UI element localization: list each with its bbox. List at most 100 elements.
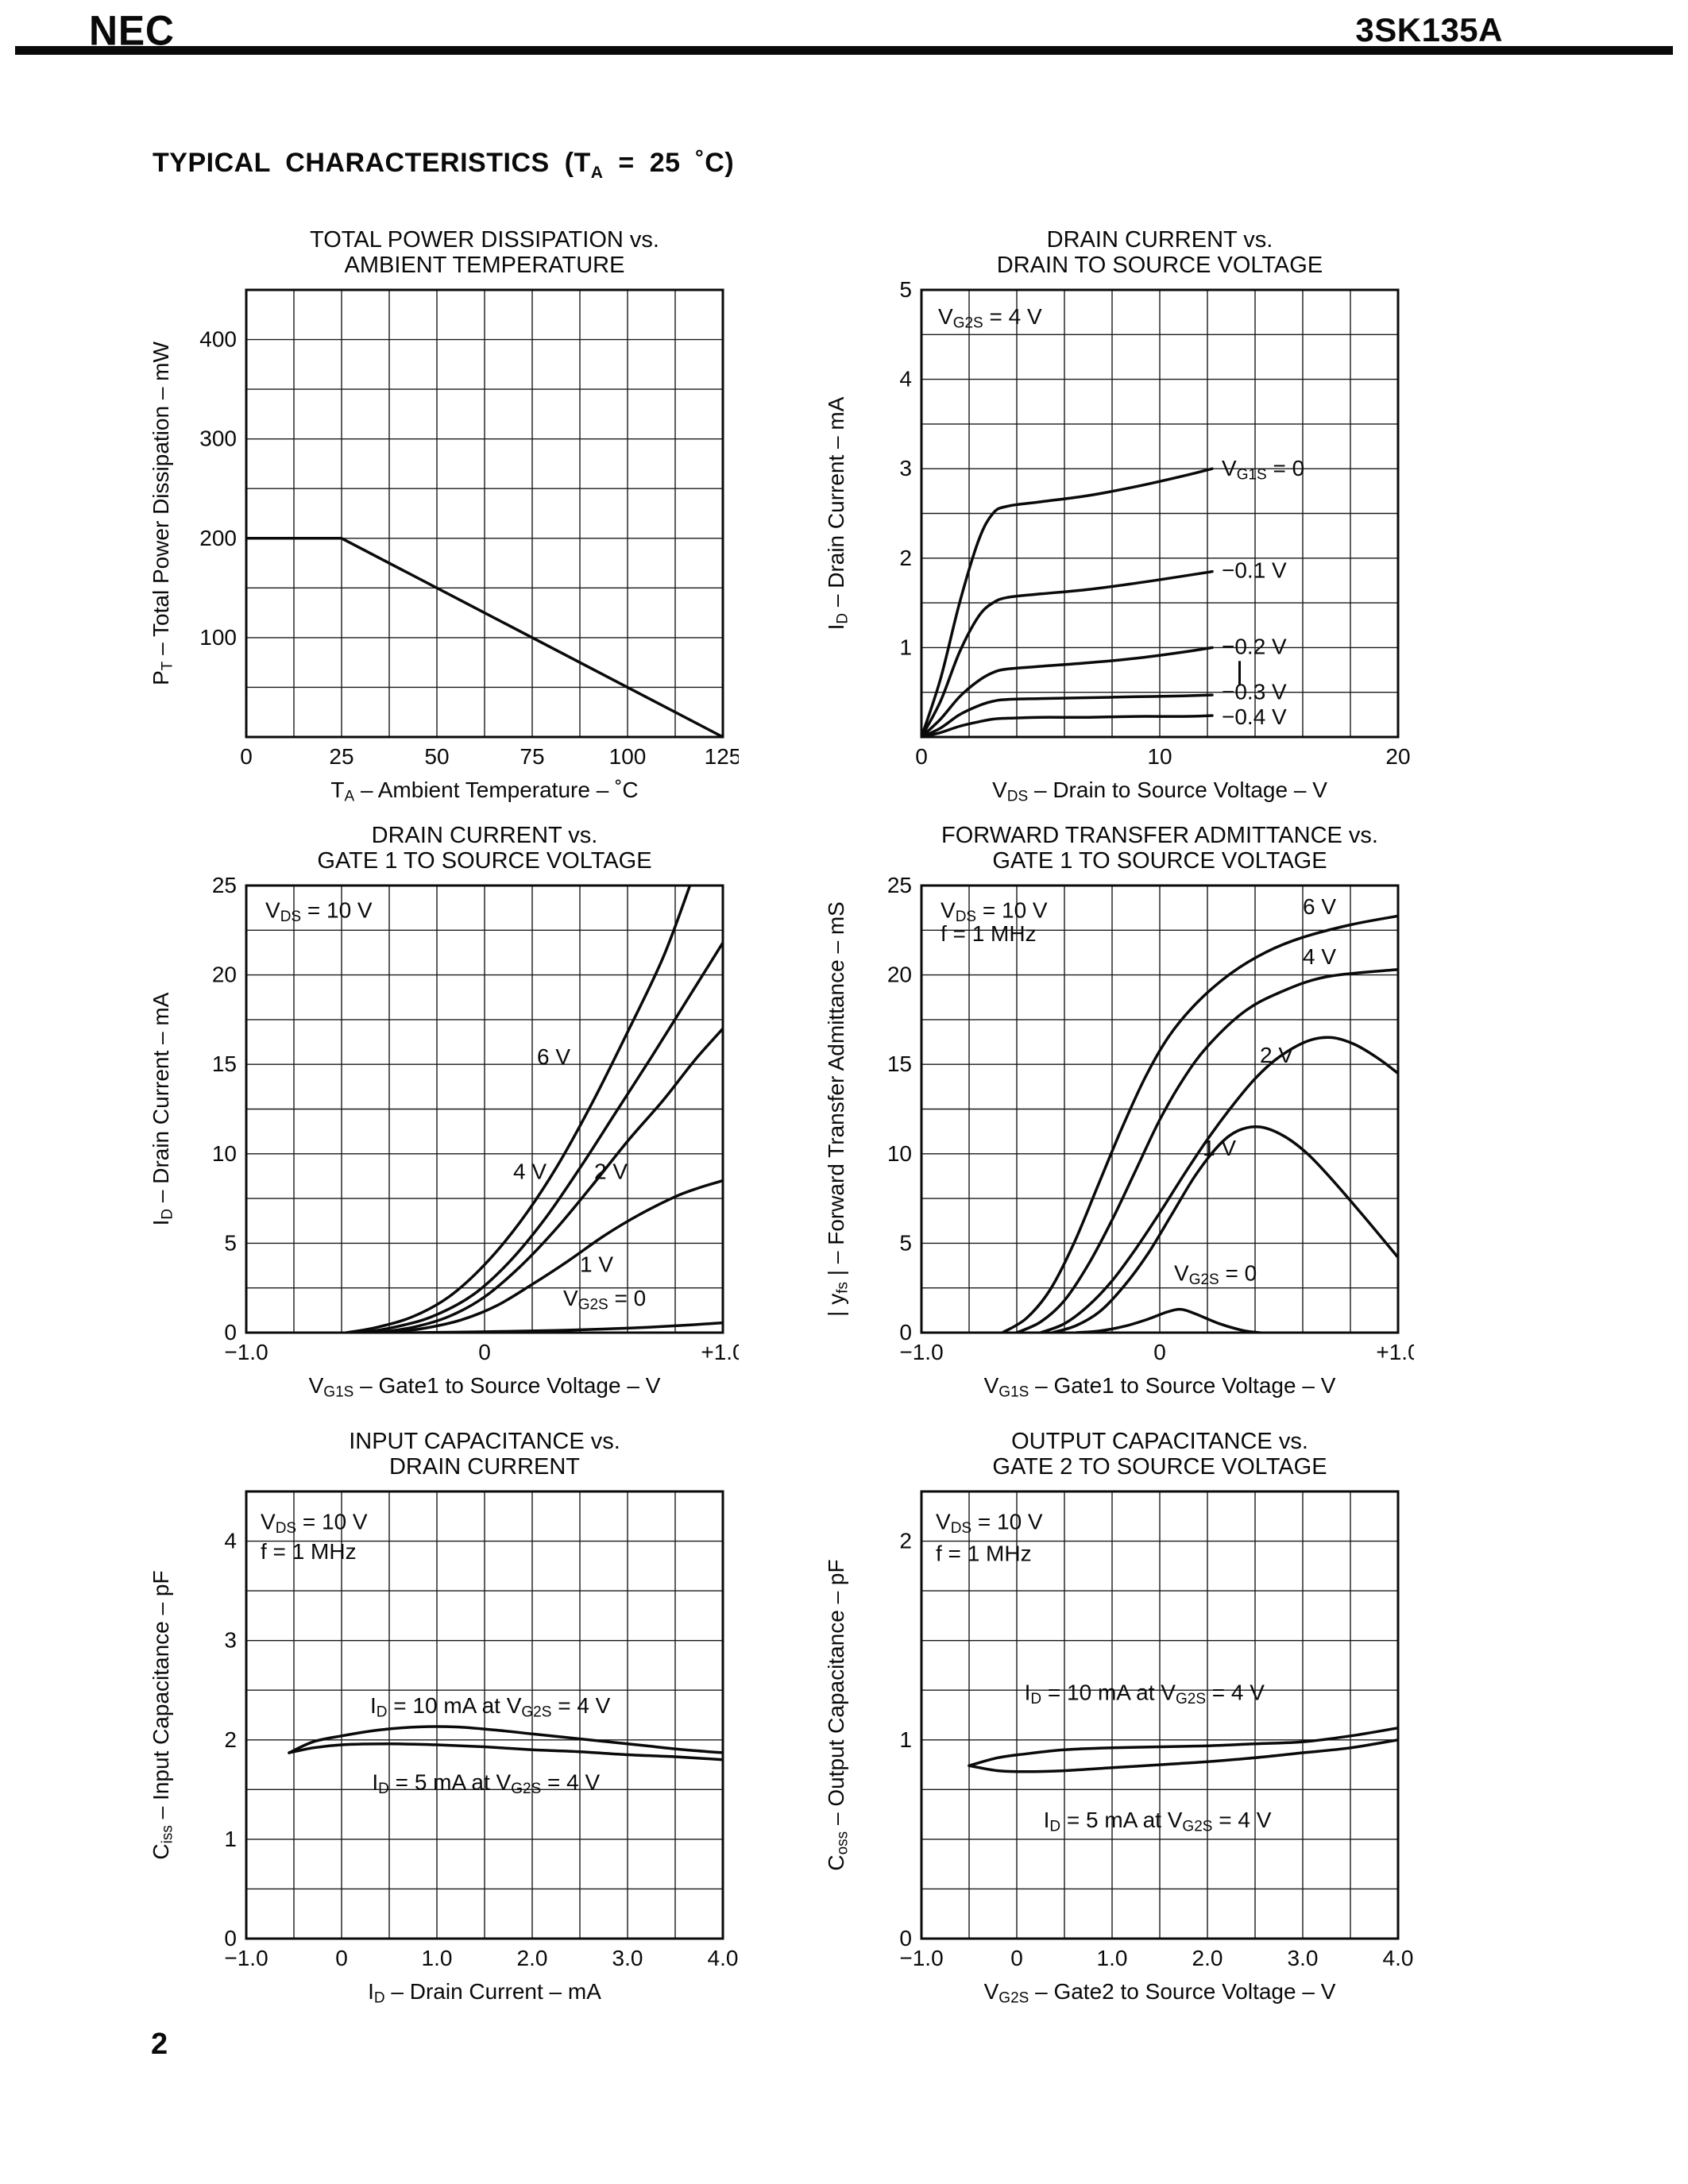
svg-text:300: 300 — [199, 426, 237, 451]
svg-text:−1.0: −1.0 — [899, 1340, 943, 1364]
svg-text:−0.2 V: −0.2 V — [1222, 634, 1287, 658]
svg-text:VG1S – Gate1 to Source Voltage: VG1S – Gate1 to Source Voltage – V — [309, 1373, 661, 1401]
chart-drain-current-vs-vds: DRAIN CURRENT vs.DRAIN TO SOURCE VOLTAGE… — [824, 227, 1411, 805]
svg-text:VG2S = 0: VG2S = 0 — [563, 1286, 646, 1314]
svg-text:−1.0: −1.0 — [224, 1946, 268, 1970]
svg-text:3.0: 3.0 — [1288, 1946, 1319, 1970]
svg-text:10: 10 — [212, 1141, 237, 1166]
svg-text:VDS – Drain to Source Voltage: VDS – Drain to Source Voltage – V — [992, 778, 1327, 805]
svg-text:2: 2 — [899, 1529, 912, 1553]
svg-text:0: 0 — [1010, 1946, 1023, 1970]
svg-text:2.0: 2.0 — [1192, 1946, 1223, 1970]
svg-text:1 V: 1 V — [1203, 1136, 1236, 1160]
svg-text:PT – Total Power Dissipation –: PT – Total Power Dissipation – mW — [149, 341, 176, 685]
svg-text:1: 1 — [224, 1827, 237, 1851]
chart-input-capacitance: INPUT CAPACITANCE vs.DRAIN CURRENT−1.0 0 1… — [149, 1429, 739, 2007]
svg-text:2: 2 — [899, 546, 912, 570]
svg-text:0: 0 — [899, 1926, 912, 1951]
svg-text:+1.0: +1.0 — [1376, 1340, 1414, 1364]
svg-text:−0.3 V: −0.3 V — [1222, 680, 1287, 704]
header-rule — [15, 46, 1673, 55]
svg-text:100: 100 — [199, 625, 237, 650]
svg-text:−0.1 V: −0.1 V — [1222, 558, 1287, 583]
svg-text:1: 1 — [899, 635, 912, 659]
svg-text:15: 15 — [887, 1051, 912, 1076]
svg-text:3.0: 3.0 — [612, 1946, 643, 1970]
svg-text:6 V: 6 V — [537, 1044, 570, 1069]
svg-text:2 V: 2 V — [594, 1159, 628, 1183]
svg-text:200: 200 — [199, 526, 237, 550]
svg-text:5: 5 — [899, 1230, 912, 1255]
svg-text:ID – Drain Current – mA: ID – Drain Current – mA — [824, 396, 852, 630]
svg-text:ID = 5 mA at VG2S = 4 V: ID = 5 mA at VG2S = 4 V — [1044, 1808, 1272, 1835]
svg-text:50: 50 — [424, 744, 449, 769]
svg-text:ID = 10 mA at VG2S = 4 V: ID = 10 mA at VG2S = 4 V — [370, 1693, 611, 1721]
svg-text:25: 25 — [212, 873, 237, 897]
svg-text:VG2S = 0: VG2S = 0 — [1174, 1261, 1257, 1289]
svg-text:0: 0 — [224, 1926, 237, 1951]
svg-text:GATE 2 TO SOURCE VOLTAGE: GATE 2 TO SOURCE VOLTAGE — [992, 1454, 1327, 1480]
svg-text:75: 75 — [520, 744, 544, 769]
svg-text:DRAIN CURRENT vs.: DRAIN CURRENT vs. — [1047, 227, 1273, 253]
svg-text:INPUT CAPACITANCE vs.: INPUT CAPACITANCE vs. — [349, 1429, 620, 1454]
svg-text:0: 0 — [899, 1320, 912, 1345]
svg-text:15: 15 — [212, 1051, 237, 1076]
svg-text:100: 100 — [609, 744, 647, 769]
svg-text:VG1S = 0: VG1S = 0 — [1222, 456, 1304, 484]
svg-text:3: 3 — [224, 1628, 237, 1653]
svg-text:ID – Drain Current – mA: ID – Drain Current – mA — [149, 992, 176, 1225]
svg-text:ID – Drain Current – mA: ID – Drain Current – mA — [368, 1979, 601, 2007]
svg-text:1.0: 1.0 — [1097, 1946, 1128, 1970]
svg-text:DRAIN CURRENT: DRAIN CURRENT — [389, 1454, 580, 1480]
svg-text:+1.0: +1.0 — [701, 1340, 739, 1364]
svg-text:OUTPUT CAPACITANCE vs.: OUTPUT CAPACITANCE vs. — [1011, 1429, 1308, 1454]
page-number: 2 — [151, 2028, 168, 2061]
svg-text:TA – Ambient Temperature – ˚C: TA – Ambient Temperature – ˚C — [330, 778, 638, 805]
svg-text:Ciss – Input Capacitance – pF: Ciss – Input Capacitance – pF — [149, 1570, 176, 1859]
svg-text:0: 0 — [915, 744, 928, 769]
svg-text:2 V: 2 V — [1260, 1043, 1293, 1067]
svg-text:0: 0 — [1153, 1340, 1166, 1364]
svg-text:VDS = 10 V: VDS = 10 V — [941, 898, 1048, 926]
svg-text:10: 10 — [887, 1141, 912, 1166]
svg-text:AMBIENT TEMPERATURE: AMBIENT TEMPERATURE — [345, 253, 625, 278]
svg-text:−0.4 V: −0.4 V — [1222, 704, 1287, 729]
svg-text:4 V: 4 V — [1303, 944, 1336, 969]
svg-text:−1.0: −1.0 — [899, 1946, 943, 1970]
svg-text:DRAIN CURRENT vs.: DRAIN CURRENT vs. — [372, 823, 598, 848]
svg-text:125: 125 — [705, 744, 739, 769]
svg-text:0: 0 — [224, 1320, 237, 1345]
svg-text:VDS = 10 V: VDS = 10 V — [936, 1510, 1043, 1538]
svg-text:0: 0 — [240, 744, 253, 769]
svg-text:4.0: 4.0 — [708, 1946, 739, 1970]
svg-text:ID = 5 mA at VG2S = 4 V: ID = 5 mA at VG2S = 4 V — [372, 1769, 600, 1797]
svg-text:10: 10 — [1147, 744, 1172, 769]
svg-text:6 V: 6 V — [1303, 894, 1336, 919]
svg-text:VDS = 10 V: VDS = 10 V — [261, 1510, 368, 1538]
svg-text:4.0: 4.0 — [1383, 1946, 1414, 1970]
svg-text:| yfs | – Forward Transfer Adm: | yfs | – Forward Transfer Admittance – … — [824, 901, 852, 1317]
svg-text:0: 0 — [478, 1340, 491, 1364]
chart-output-capacitance: OUTPUT CAPACITANCE vs.GATE 2 TO SOURCE V… — [824, 1429, 1414, 2007]
svg-text:20: 20 — [1385, 744, 1410, 769]
svg-text:2: 2 — [224, 1727, 237, 1752]
svg-text:25: 25 — [329, 744, 353, 769]
chart-drain-current-vs-vg1s: DRAIN CURRENT vs.GATE 1 TO SOURCE VOLTAG… — [149, 823, 739, 1401]
svg-text:VG1S – Gate1 to Source Voltage: VG1S – Gate1 to Source Voltage – V — [984, 1373, 1336, 1401]
svg-text:GATE 1 TO SOURCE VOLTAGE: GATE 1 TO SOURCE VOLTAGE — [992, 848, 1327, 874]
svg-text:20: 20 — [212, 963, 237, 987]
chart-total-power-dissipation: TOTAL POWER DISSIPATION vs.AMBIENT TEMPE… — [149, 227, 739, 805]
svg-text:VDS = 10 V: VDS = 10 V — [265, 898, 373, 926]
svg-text:−1.0: −1.0 — [224, 1340, 268, 1364]
svg-text:TOTAL POWER DISSIPATION vs.: TOTAL POWER DISSIPATION vs. — [310, 227, 659, 253]
svg-text:f = 1 MHz: f = 1 MHz — [936, 1542, 1032, 1566]
svg-text:2.0: 2.0 — [517, 1946, 548, 1970]
svg-text:Coss – Output Capacitance – pF: Coss – Output Capacitance – pF — [824, 1559, 852, 1870]
svg-text:ID = 10 mA at VG2S = 4 V: ID = 10 mA at VG2S = 4 V — [1025, 1680, 1265, 1708]
svg-text:4: 4 — [899, 367, 912, 392]
svg-text:1: 1 — [899, 1727, 912, 1752]
svg-text:GATE 1 TO SOURCE VOLTAGE: GATE 1 TO SOURCE VOLTAGE — [317, 848, 651, 874]
svg-text:0: 0 — [335, 1946, 348, 1970]
svg-text:5: 5 — [224, 1230, 237, 1255]
